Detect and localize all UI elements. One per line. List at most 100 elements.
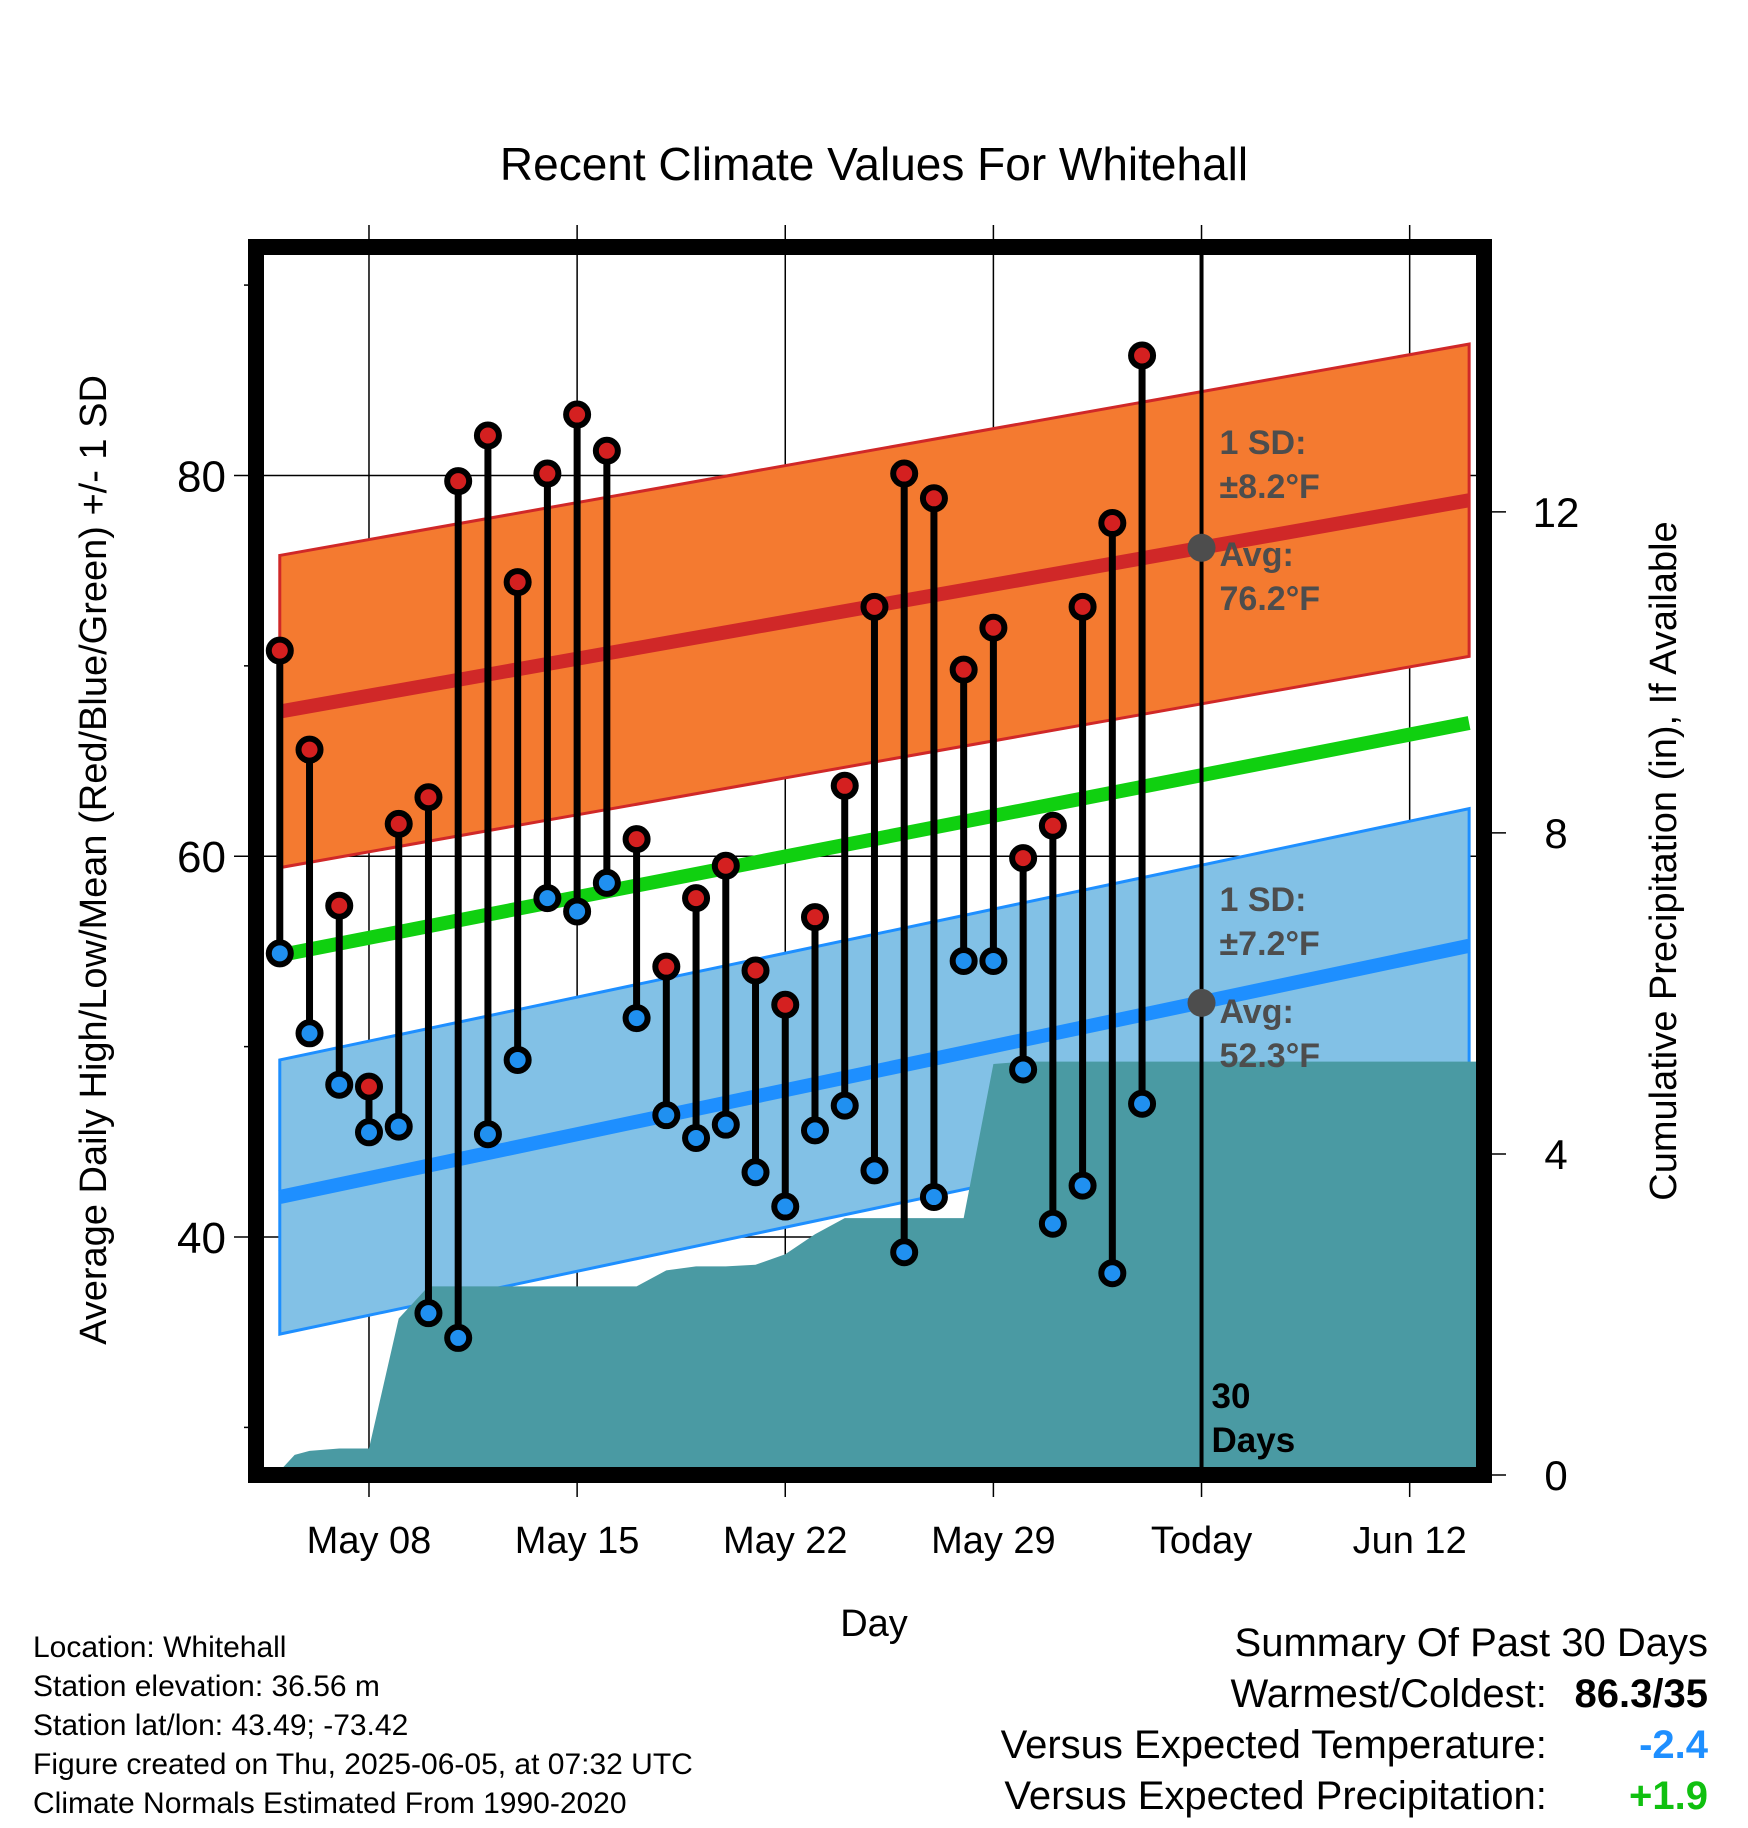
- window-label-line2: Days: [1212, 1421, 1296, 1460]
- precip-area: [279, 1061, 1484, 1475]
- summary-temp-row: Versus Expected Temperature: -2.4: [1001, 1720, 1708, 1771]
- normals-text: Climate Normals Estimated From 1990-2020: [33, 1787, 627, 1820]
- chart-title: Recent Climate Values For Whitehall: [500, 138, 1248, 190]
- daily-high-point: [1068, 592, 1097, 621]
- latlon-text: Station lat/lon: 43.49; -73.42: [33, 1709, 409, 1742]
- daily-low-point: [741, 1158, 770, 1187]
- plot-frame: [234, 225, 1506, 1497]
- y-axis-label-left: Average Daily High/Low/Mean (Red/Blue/Gr…: [73, 375, 115, 1345]
- chart-labels: May 08 May 15 May 22 May 29 Today Jun 1240608…: [73, 138, 1685, 1645]
- daily-high-point: [473, 421, 502, 450]
- daily-high-point: [741, 956, 770, 985]
- temp-anomaly-label: Versus Expected Temperature:: [1000, 1723, 1547, 1767]
- daily-low-point: [652, 1101, 681, 1130]
- daily-high-point: [265, 636, 294, 665]
- daily-high-point: [1009, 844, 1038, 873]
- daily-high-point: [533, 459, 562, 488]
- daily-low-point: [1098, 1259, 1127, 1288]
- daily-low-point: [414, 1299, 443, 1328]
- daily-low-point: [860, 1156, 889, 1185]
- location-text: Location: Whitehall: [33, 1631, 287, 1664]
- window-label-line1: 30: [1212, 1377, 1251, 1416]
- daily-high-point: [295, 735, 324, 764]
- daily-high-point: [622, 825, 651, 854]
- daily-low-point: [354, 1118, 383, 1147]
- daily-low-point: [830, 1091, 859, 1120]
- daily-high-point: [830, 771, 859, 800]
- daily-low-point: [949, 946, 978, 975]
- low-sd-label-line1: 1 SD:: [1220, 881, 1307, 919]
- low-sd-label-line2: ±7.2°F: [1220, 925, 1320, 963]
- x-tick-label: Jun 12: [1353, 1520, 1467, 1562]
- y-tick-label-left: 60: [177, 833, 226, 882]
- daily-low-point: [919, 1183, 948, 1212]
- x-axis-label: Day: [840, 1603, 908, 1645]
- daily-low-point: [890, 1238, 919, 1267]
- warmest-label: Warmest/Coldest:: [1230, 1672, 1547, 1716]
- plot-area: [256, 247, 1484, 1475]
- y-tick-label-right: 12: [1533, 489, 1580, 536]
- low-avg-label-line2: 52.3°F: [1220, 1037, 1321, 1075]
- daily-low-point: [265, 939, 294, 968]
- y-tick-label-right: 8: [1544, 810, 1567, 857]
- daily-low-point: [622, 1004, 651, 1033]
- high-avg-label-line2: 76.2°F: [1220, 580, 1321, 618]
- daily-high-point: [771, 990, 800, 1019]
- daily-low-point: [295, 1019, 324, 1048]
- today-low-avg-marker: [1187, 988, 1216, 1017]
- low-avg-label-line1: Avg:: [1220, 993, 1294, 1031]
- daily-high-point: [711, 851, 740, 880]
- summary-panel: Summary Of Past 30 Days Warmest/Coldest:…: [1001, 1618, 1708, 1822]
- high-avg-label-line1: Avg:: [1220, 536, 1294, 574]
- daily-high-point: [1098, 509, 1127, 538]
- x-tick-label: Today: [1151, 1520, 1252, 1562]
- daily-high-point: [682, 884, 711, 913]
- precip-anomaly-value: +1.9: [1629, 1774, 1708, 1818]
- daily-high-point: [890, 459, 919, 488]
- summary-precip-row: Versus Expected Precipitation: +1.9: [1001, 1771, 1708, 1822]
- precip-anomaly-label: Versus Expected Precipitation:: [1004, 1774, 1547, 1818]
- daily-low-point: [1068, 1171, 1097, 1200]
- daily-low-point: [503, 1045, 532, 1074]
- y-tick-label-left: 40: [177, 1214, 226, 1263]
- daily-low-point: [444, 1323, 473, 1352]
- daily-low-point: [1038, 1209, 1067, 1238]
- daily-high-point: [800, 903, 829, 932]
- daily-low-point: [1128, 1089, 1157, 1118]
- daily-low-point: [771, 1192, 800, 1221]
- daily-low-point: [800, 1116, 829, 1145]
- high-sd-label-line1: 1 SD:: [1220, 424, 1307, 462]
- y-tick-label-right: 4: [1544, 1131, 1567, 1178]
- daily-high-point: [384, 809, 413, 838]
- daily-low-point: [1009, 1055, 1038, 1084]
- high-sd-label-line2: ±8.2°F: [1220, 468, 1320, 506]
- daily-high-point: [592, 436, 621, 465]
- daily-low-point: [682, 1124, 711, 1153]
- daily-high-point: [325, 891, 354, 920]
- daily-high-point: [1128, 341, 1157, 370]
- created-text: Figure created on Thu, 2025-06-05, at 07…: [33, 1748, 693, 1781]
- daily-low-point: [473, 1120, 502, 1149]
- daily-high-point: [1038, 811, 1067, 840]
- daily-low-point: [711, 1110, 740, 1139]
- plot-content: [256, 247, 1484, 1475]
- daily-low-point: [325, 1070, 354, 1099]
- temp-anomaly-value: -2.4: [1639, 1723, 1708, 1767]
- daily-high-point: [354, 1072, 383, 1101]
- daily-high-point: [919, 484, 948, 513]
- daily-low-point: [563, 897, 592, 926]
- daily-low-point: [592, 868, 621, 897]
- plot-border: [248, 239, 1492, 1483]
- summary-title: Summary Of Past 30 Days: [1234, 1621, 1708, 1665]
- station-info: Location: Whitehall Station elevation: 3…: [33, 1628, 693, 1823]
- daily-high-point: [414, 783, 443, 812]
- summary-warmest-row: Warmest/Coldest: 86.3/35: [1001, 1669, 1709, 1720]
- y-tick-label-left: 80: [177, 452, 226, 501]
- daily-high-point: [949, 655, 978, 684]
- x-tick-label: May 22: [723, 1520, 848, 1562]
- daily-low-point: [979, 946, 1008, 975]
- x-tick-label: May 29: [931, 1520, 1056, 1562]
- y-tick-label-right: 0: [1544, 1452, 1567, 1499]
- warmest-value: 86.3/35: [1574, 1672, 1708, 1716]
